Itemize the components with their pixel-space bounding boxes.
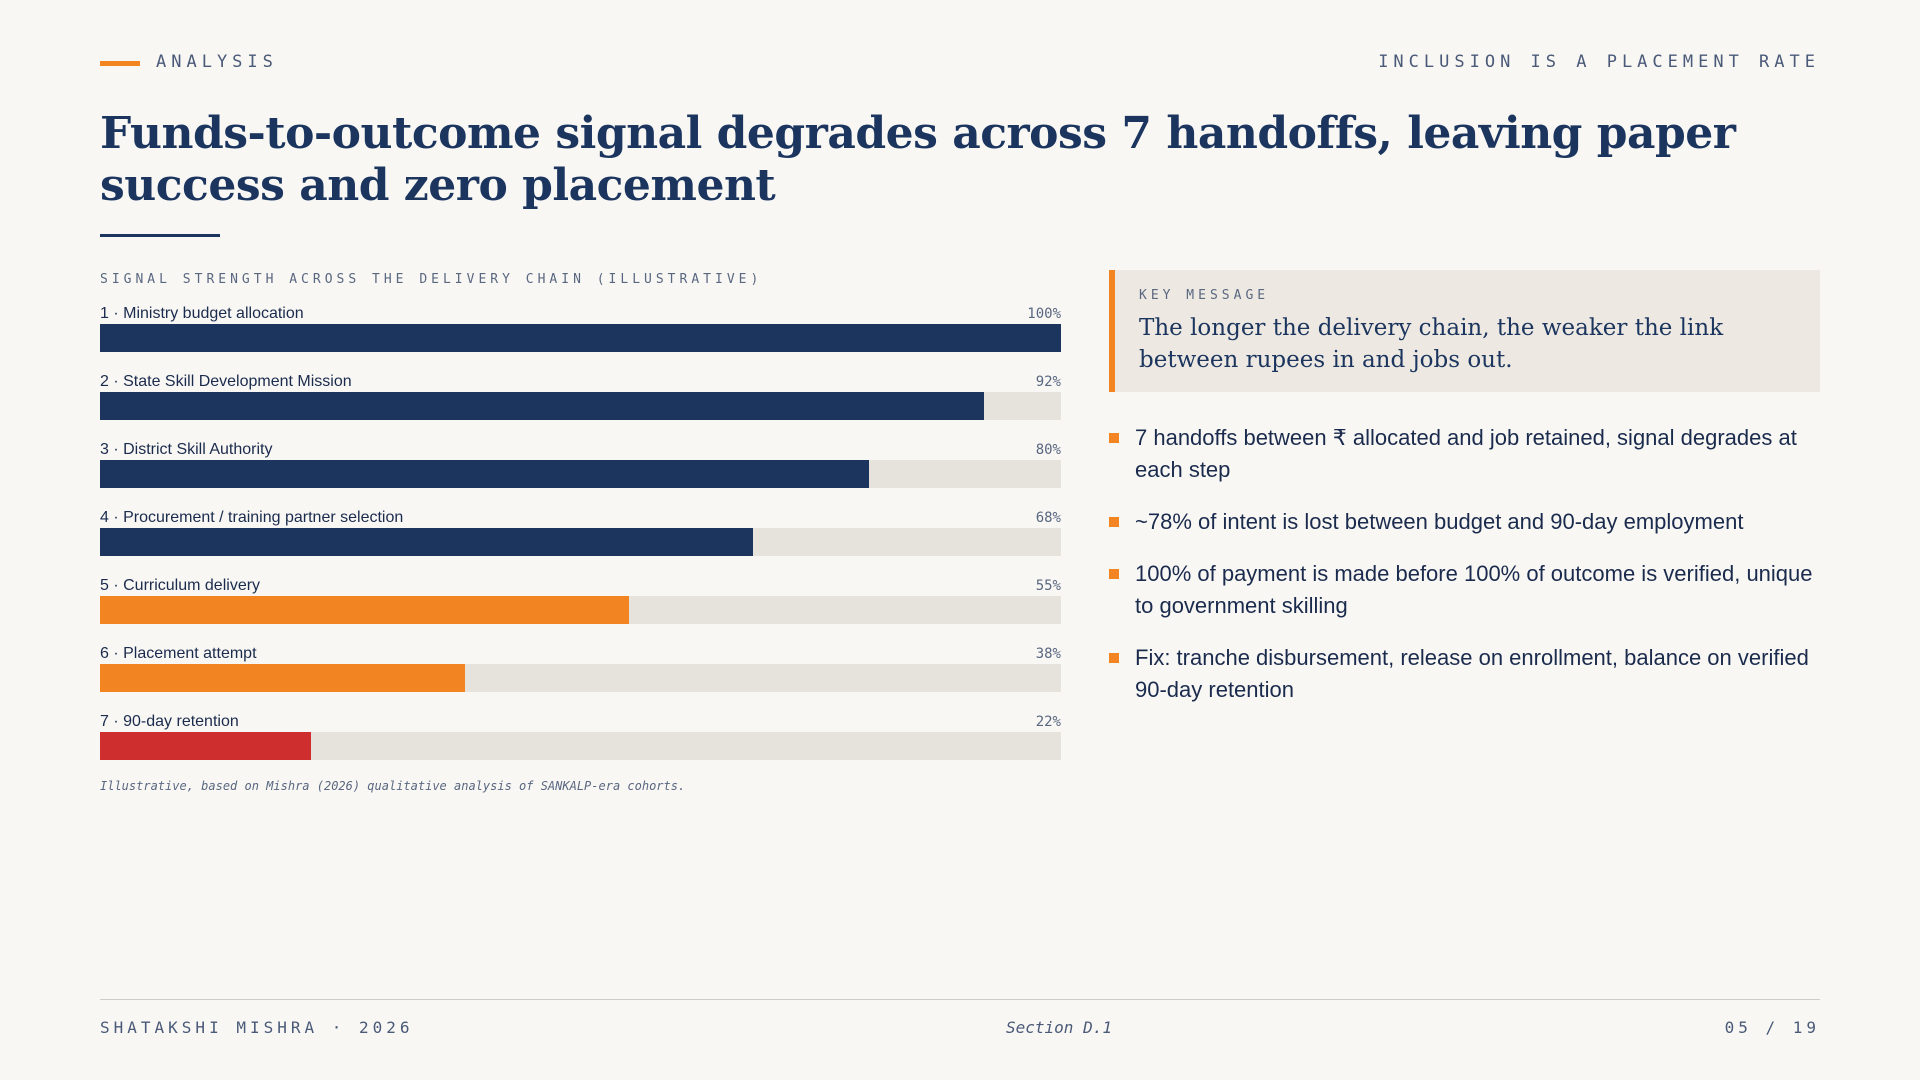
chart-title: SIGNAL STRENGTH ACROSS THE DELIVERY CHAI… [100,272,763,287]
list-item: 100% of payment is made before 100% of o… [1109,558,1820,622]
chart-note: Illustrative, based on Mishra (2026) qua… [100,779,686,793]
top-bar: ANALYSIS INCLUSION IS A PLACEMENT RATE [100,52,1820,76]
bar-track [100,528,1061,556]
bar-value-label: 92% [1035,374,1061,390]
bullet-square-icon [1109,433,1119,443]
bar-value-label: 68% [1035,510,1061,526]
bar [100,460,869,488]
bar-label: 5 · Curriculum delivery [100,577,261,594]
bullet-square-icon [1109,569,1119,579]
title-underline [100,234,220,237]
section-label: ANALYSIS [156,52,278,72]
bar-label: 4 · Procurement / training partner selec… [100,509,404,526]
bar-row: 7 · 90-day retention 22% [100,713,1061,769]
bar-track [100,596,1061,624]
bar [100,732,312,760]
bullet-square-icon [1109,653,1119,663]
bar-value-label: 100% [1027,306,1061,322]
page-number: 05 / 19 [1724,1018,1820,1037]
footer-divider [100,999,1820,1000]
bar [100,528,754,556]
bar-row: 2 · State Skill Development Mission 92% [100,373,1061,429]
bar-row: 6 · Placement attempt 38% [100,645,1061,701]
list-item: ~78% of intent is lost between budget an… [1109,506,1820,538]
list-item: 7 handoffs between ₹ allocated and job r… [1109,422,1820,486]
bullet-text: 7 handoffs between ₹ allocated and job r… [1135,425,1797,482]
bar-row: 1 · Ministry budget allocation 100% [100,305,1061,361]
bar [100,392,985,420]
bullet-text: Fix: tranche disbursement, release on en… [1135,645,1809,702]
bullet-text: ~78% of intent is lost between budget an… [1135,509,1744,534]
deck-topic: INCLUSION IS A PLACEMENT RATE [1378,52,1820,72]
bullet-text: 100% of payment is made before 100% of o… [1135,561,1813,618]
section-accent-bar [100,61,140,66]
bar [100,324,1061,352]
key-message-box: KEY MESSAGE The longer the delivery chai… [1109,270,1820,392]
bar-value-label: 38% [1035,646,1061,662]
bar-track [100,732,1061,760]
key-points-list: 7 handoffs between ₹ allocated and job r… [1109,422,1820,726]
bar-label: 6 · Placement attempt [100,645,257,662]
bar-label: 2 · State Skill Development Mission [100,373,352,390]
bar-track [100,392,1061,420]
bar-value-label: 55% [1035,578,1061,594]
list-item: Fix: tranche disbursement, release on en… [1109,642,1820,706]
bar [100,596,629,624]
key-message-label: KEY MESSAGE [1139,288,1270,303]
bar-label: 7 · 90-day retention [100,713,239,730]
bar-row: 5 · Curriculum delivery 55% [100,577,1061,633]
footer-section: Section D.1 [1006,1018,1112,1037]
bar-value-label: 80% [1035,442,1061,458]
footer-author: SHATAKSHI MISHRA · 2026 [100,1018,414,1037]
bar-row: 3 · District Skill Authority 80% [100,441,1061,497]
bar-track [100,324,1061,352]
bar-label: 1 · Ministry budget allocation [100,305,304,322]
bar [100,664,466,692]
page-title: Funds-to-outcome signal degrades across … [100,108,1736,211]
key-message-text: The longer the delivery chain, the weake… [1139,315,1724,373]
bar-row: 4 · Procurement / training partner selec… [100,509,1061,565]
bar-track [100,460,1061,488]
bar-label: 3 · District Skill Authority [100,441,273,458]
bar-value-label: 22% [1035,714,1061,730]
bar-track [100,664,1061,692]
bullet-square-icon [1109,517,1119,527]
